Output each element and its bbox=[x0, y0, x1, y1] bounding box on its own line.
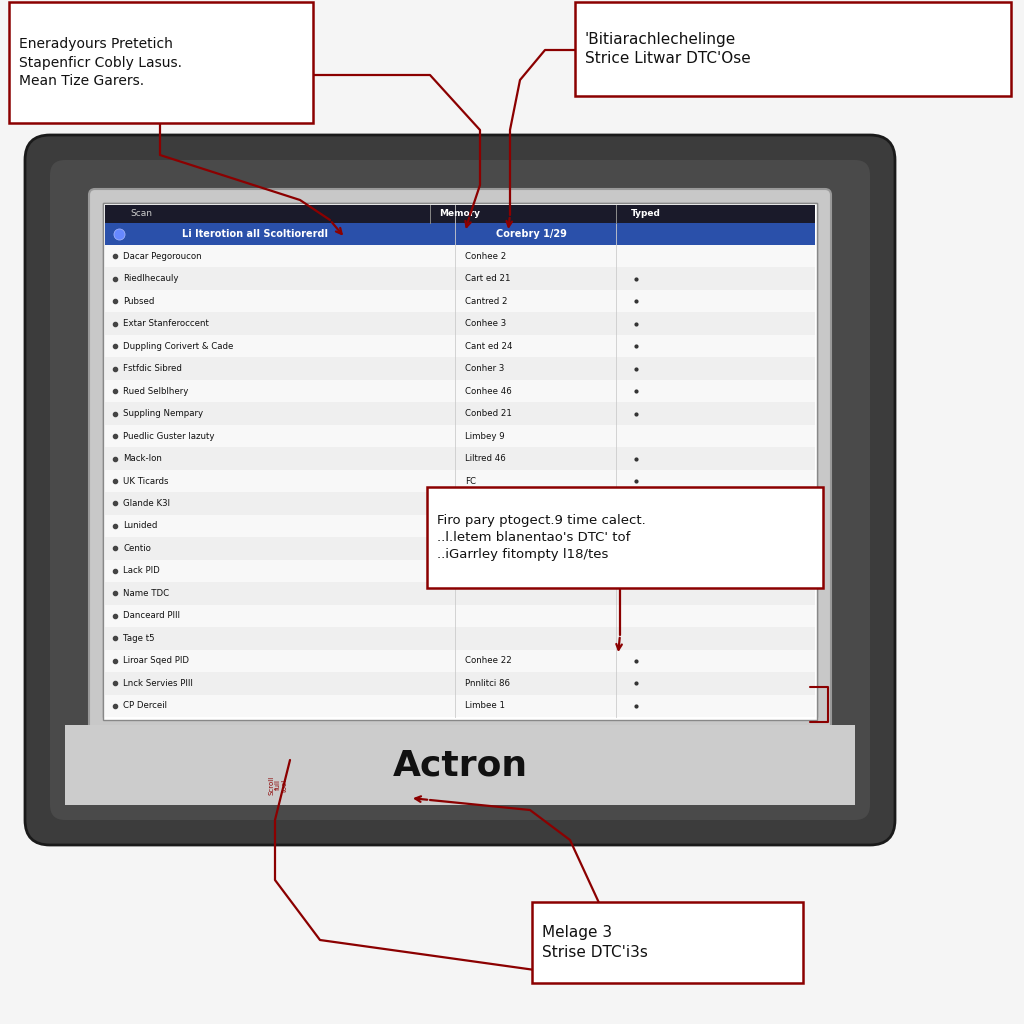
Text: Melage 3
Strise DTC'i3s: Melage 3 Strise DTC'i3s bbox=[542, 925, 648, 959]
Bar bbox=[105, 290, 815, 312]
FancyBboxPatch shape bbox=[25, 135, 895, 845]
Text: Cart ed 21: Cart ed 21 bbox=[465, 274, 511, 284]
Text: Conher 3: Conher 3 bbox=[465, 365, 505, 373]
Text: 'Bitiarachlechelinge
Strice Litwar DTC'Ose: 'Bitiarachlechelinge Strice Litwar DTC'O… bbox=[585, 32, 751, 67]
Bar bbox=[105, 447, 815, 470]
Text: Centio: Centio bbox=[123, 544, 151, 553]
Text: Glande K3l: Glande K3l bbox=[123, 499, 170, 508]
Text: Corebry 1/29: Corebry 1/29 bbox=[496, 229, 566, 239]
Text: Pnnlitci 86: Pnnlitci 86 bbox=[465, 679, 510, 688]
Text: Duppling Corivert & Cade: Duppling Corivert & Cade bbox=[123, 342, 233, 350]
Bar bbox=[105, 357, 815, 380]
Bar bbox=[105, 582, 815, 604]
FancyBboxPatch shape bbox=[427, 487, 823, 588]
Text: Puedlic Guster lazuty: Puedlic Guster lazuty bbox=[123, 431, 214, 440]
Bar bbox=[105, 694, 815, 717]
Text: Dacar Pegoroucon: Dacar Pegoroucon bbox=[123, 252, 202, 261]
Text: Conbed 21: Conbed 21 bbox=[465, 409, 512, 418]
Bar bbox=[105, 245, 815, 267]
Bar bbox=[105, 627, 815, 649]
Bar bbox=[105, 604, 815, 627]
Bar bbox=[105, 493, 815, 515]
Text: Limbee 1: Limbee 1 bbox=[465, 701, 505, 711]
Bar bbox=[103, 203, 817, 720]
Text: Conhee 46: Conhee 46 bbox=[465, 387, 512, 395]
FancyBboxPatch shape bbox=[89, 189, 831, 731]
FancyBboxPatch shape bbox=[50, 160, 870, 820]
Text: Conhee 2: Conhee 2 bbox=[465, 252, 506, 261]
Text: Liltred 46: Liltred 46 bbox=[465, 454, 506, 463]
Bar bbox=[105, 335, 815, 357]
FancyBboxPatch shape bbox=[575, 2, 1011, 96]
Text: Liroar Sqed PID: Liroar Sqed PID bbox=[123, 656, 189, 666]
Text: Mack-Ion: Mack-Ion bbox=[123, 454, 162, 463]
Text: CP Derceil: CP Derceil bbox=[123, 701, 167, 711]
FancyBboxPatch shape bbox=[9, 2, 313, 123]
Bar bbox=[105, 402, 815, 425]
Text: Suppling Nempary: Suppling Nempary bbox=[123, 409, 203, 418]
Text: Lack PID: Lack PID bbox=[123, 566, 160, 575]
Text: Actron: Actron bbox=[392, 748, 527, 782]
Text: Lnck Servies PIII: Lnck Servies PIII bbox=[123, 679, 193, 688]
Text: Conher 4: Conher 4 bbox=[465, 499, 505, 508]
Text: Scroll
full
tool: Scroll full tool bbox=[268, 775, 288, 795]
Bar bbox=[105, 538, 815, 560]
Bar bbox=[105, 470, 815, 493]
Text: Lunided: Lunided bbox=[123, 521, 158, 530]
Bar bbox=[103, 717, 817, 720]
Bar bbox=[105, 267, 815, 290]
Text: Tage t5: Tage t5 bbox=[123, 634, 155, 643]
Bar bbox=[103, 203, 817, 717]
Bar bbox=[105, 223, 815, 245]
Bar bbox=[105, 205, 815, 223]
Bar bbox=[105, 649, 815, 672]
Text: Li lterotion all Scoltiorerdl: Li lterotion all Scoltiorerdl bbox=[182, 229, 328, 239]
Text: Rued Selblhery: Rued Selblhery bbox=[123, 387, 188, 395]
Bar bbox=[105, 515, 815, 538]
Text: Limbey 9: Limbey 9 bbox=[465, 431, 505, 440]
Text: Eneradyours Pretetich
Stapenficr Cobly Lasus.
Mean Tize Garers.: Eneradyours Pretetich Stapenficr Cobly L… bbox=[19, 37, 182, 88]
Text: Name TDC: Name TDC bbox=[123, 589, 169, 598]
Bar bbox=[105, 425, 815, 447]
Text: Fstfdic Sibred: Fstfdic Sibred bbox=[123, 365, 182, 373]
Bar bbox=[105, 560, 815, 582]
Text: FC: FC bbox=[465, 476, 476, 485]
Text: Danceard PIII: Danceard PIII bbox=[123, 611, 180, 621]
Text: UK Ticards: UK Ticards bbox=[123, 476, 169, 485]
Bar bbox=[65, 725, 855, 805]
FancyBboxPatch shape bbox=[532, 902, 803, 983]
Bar bbox=[105, 312, 815, 335]
Bar bbox=[105, 672, 815, 694]
Text: Conhee 3: Conhee 3 bbox=[465, 319, 506, 328]
Text: Riedlhecauly: Riedlhecauly bbox=[123, 274, 178, 284]
Text: Scan: Scan bbox=[130, 210, 152, 218]
Text: Extar Stanferoccent: Extar Stanferoccent bbox=[123, 319, 209, 328]
Text: Cant ed 24: Cant ed 24 bbox=[465, 342, 512, 350]
Text: Firo pary ptogect.9 time calect.
..l.letem blanentao's DTC' tof
..iGarrley fitom: Firo pary ptogect.9 time calect. ..l.let… bbox=[437, 514, 646, 561]
Text: Cantred 2: Cantred 2 bbox=[465, 297, 508, 306]
Text: Memory: Memory bbox=[439, 210, 480, 218]
Text: Typed: Typed bbox=[631, 210, 662, 218]
Text: Pubsed: Pubsed bbox=[123, 297, 155, 306]
Text: Conhee 22: Conhee 22 bbox=[465, 656, 512, 666]
Bar bbox=[105, 380, 815, 402]
